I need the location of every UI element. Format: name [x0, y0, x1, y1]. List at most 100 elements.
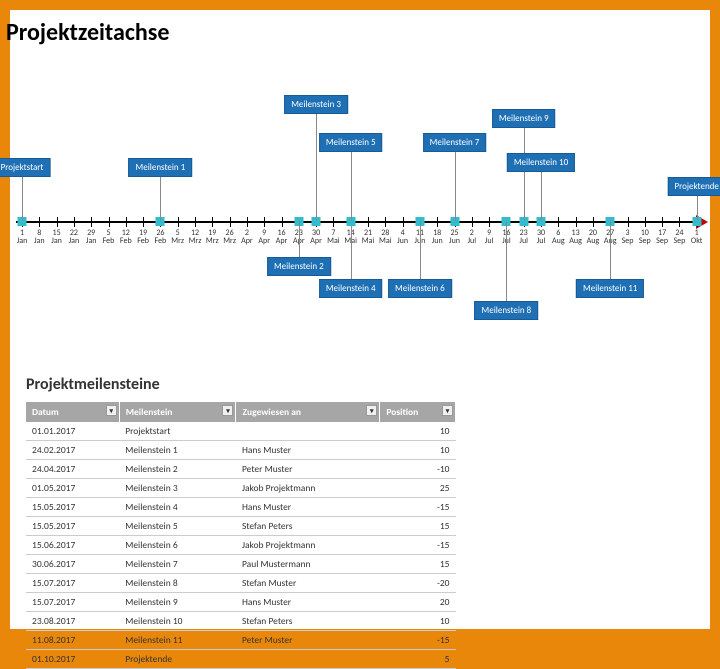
axis-tick — [662, 217, 663, 227]
table-cell: Meilenstein 10 — [119, 612, 236, 631]
axis-tick-label: 13Aug — [567, 229, 585, 246]
table-cell: 15.07.2017 — [26, 574, 119, 593]
filter-dropdown-icon[interactable]: ▾ — [222, 405, 233, 416]
milestone-flag: Meilenstein 10 — [507, 153, 575, 172]
table-cell: 23.08.2017 — [26, 612, 119, 631]
milestone-flag: Meilenstein 11 — [576, 279, 644, 298]
axis-tick — [368, 217, 369, 227]
milestone-flag: Projektstart — [0, 158, 50, 177]
filter-dropdown-icon[interactable]: ▾ — [442, 405, 453, 416]
axis-tick-label: 2Jul — [463, 229, 481, 246]
milestone-stem — [524, 127, 525, 221]
axis-tick-label: 28Mai — [376, 229, 394, 246]
axis-tick-label: 10Sep — [636, 229, 654, 246]
milestones-table: Datum▾Meilenstein▾Zugewiesen an▾Position… — [26, 402, 456, 669]
table-cell: 01.01.2017 — [26, 422, 119, 441]
axis-tick — [628, 217, 629, 227]
axis-tick-label: 25Jun — [446, 229, 464, 246]
table-cell: 15.05.2017 — [26, 517, 119, 536]
milestone-stem — [299, 221, 300, 257]
table-cell: -15 — [380, 631, 456, 650]
axis-tick — [39, 217, 40, 227]
table-cell — [236, 650, 380, 669]
table-cell: 01.05.2017 — [26, 479, 119, 498]
table-row: 15.07.2017Meilenstein 9Hans Muster20 — [26, 593, 456, 612]
section-title: Projektmeilensteine — [26, 375, 710, 394]
axis-tick-label: 17Sep — [653, 229, 671, 246]
milestone-flag: Meilenstein 6 — [388, 279, 452, 298]
axis-tick — [247, 217, 248, 227]
table-cell: Hans Muster — [236, 441, 380, 460]
table-cell: 25 — [380, 479, 456, 498]
table-header-cell: Datum▾ — [26, 402, 119, 422]
filter-dropdown-icon[interactable]: ▾ — [366, 405, 377, 416]
axis-tick-label: 24Sep — [670, 229, 688, 246]
table-cell: Meilenstein 1 — [119, 441, 236, 460]
axis-tick-label: 12Feb — [117, 229, 135, 246]
axis-tick-label: 5Mrz — [169, 229, 187, 246]
table-row: 15.05.2017Meilenstein 5Stefan Peters15 — [26, 517, 456, 536]
table-cell: Peter Muster — [236, 460, 380, 479]
milestone-stem — [541, 171, 542, 221]
table-cell: Peter Muster — [236, 631, 380, 650]
axis-tick-label: 8Jan — [30, 229, 48, 246]
table-cell: Meilenstein 11 — [119, 631, 236, 650]
filter-dropdown-icon[interactable]: ▾ — [106, 405, 117, 416]
axis-tick-label: 23Jul — [515, 229, 533, 246]
table-cell: Paul Mustermann — [236, 555, 380, 574]
milestone-flag: Meilenstein 3 — [284, 95, 348, 114]
axis-tick-label: 4Jun — [394, 229, 412, 246]
table-body: 01.01.2017Projektstart1024.02.2017Meilen… — [26, 422, 456, 669]
axis-tick-label: 2Apr — [238, 229, 256, 246]
axis-tick — [576, 217, 577, 227]
axis-tick — [282, 217, 283, 227]
table-cell: 24.04.2017 — [26, 460, 119, 479]
table-row: 24.02.2017Meilenstein 1Hans Muster10 — [26, 441, 456, 460]
axis-tick-label: 1Jan — [13, 229, 31, 246]
table-cell: Jakob Projektmann — [236, 479, 380, 498]
table-cell: 15 — [380, 517, 456, 536]
axis-tick-label: 9Jul — [480, 229, 498, 246]
axis-tick — [645, 217, 646, 227]
table-cell: Meilenstein 2 — [119, 460, 236, 479]
table-cell: 10 — [380, 441, 456, 460]
milestone-stem — [22, 176, 23, 221]
table-cell: Projektende — [119, 650, 236, 669]
table-cell: -10 — [380, 460, 456, 479]
axis-tick — [679, 217, 680, 227]
table-cell: 10 — [380, 422, 456, 441]
axis-tick — [558, 217, 559, 227]
axis-tick-label: 6Aug — [549, 229, 567, 246]
axis-tick-label: 19Mrz — [203, 229, 221, 246]
milestone-flag: Projektende — [667, 177, 720, 196]
milestone-stem — [316, 113, 317, 221]
milestone-stem — [160, 176, 161, 221]
axis-tick — [143, 217, 144, 227]
axis-tick-label: 7Mai — [324, 229, 342, 246]
table-cell: Stefan Peters — [236, 612, 380, 631]
table-row: 11.08.2017Meilenstein 11Peter Muster-15 — [26, 631, 456, 650]
axis-tick-label: 30Jul — [532, 229, 550, 246]
table-cell: Meilenstein 5 — [119, 517, 236, 536]
table-row: 15.07.2017Meilenstein 8Stefan Muster-20 — [26, 574, 456, 593]
table-header-cell: Meilenstein▾ — [119, 402, 236, 422]
milestone-flag: Meilenstein 8 — [475, 301, 539, 320]
milestone-stem — [351, 221, 352, 279]
table-cell: 5 — [380, 650, 456, 669]
axis-tick — [489, 217, 490, 227]
axis-tick-label: 19Feb — [134, 229, 152, 246]
axis-tick — [472, 217, 473, 227]
milestone-flag: Meilenstein 4 — [319, 279, 383, 298]
table-row: 23.08.2017Meilenstein 10Stefan Peters10 — [26, 612, 456, 631]
axis-tick — [91, 217, 92, 227]
axis-tick-label: 18Jun — [428, 229, 446, 246]
page-title: Projektzeitachse — [6, 10, 710, 47]
axis-tick-label: 9Apr — [255, 229, 273, 246]
table-cell: Hans Muster — [236, 593, 380, 612]
table-cell: 15 — [380, 555, 456, 574]
table-cell: Stefan Muster — [236, 574, 380, 593]
axis-tick — [593, 217, 594, 227]
table-row: 15.06.2017Meilenstein 6Jakob Projektmann… — [26, 536, 456, 555]
axis-line — [16, 221, 698, 223]
milestone-stem — [351, 151, 352, 221]
